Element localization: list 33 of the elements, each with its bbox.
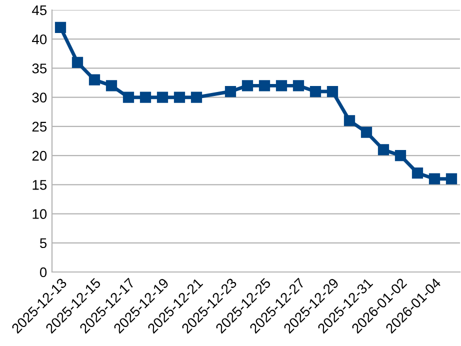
point bbox=[122, 92, 134, 103]
point bbox=[140, 92, 152, 103]
point bbox=[224, 86, 236, 98]
point bbox=[72, 56, 84, 68]
point bbox=[428, 173, 440, 184]
y-tick-label: 30 bbox=[32, 92, 47, 103]
point bbox=[88, 74, 100, 86]
y-tick-label: 20 bbox=[32, 150, 47, 161]
y-tick-label: 0 bbox=[40, 267, 47, 278]
point bbox=[106, 80, 118, 92]
point bbox=[276, 80, 288, 92]
y-tick-label: 15 bbox=[32, 180, 47, 190]
point bbox=[156, 92, 168, 103]
y-tick-label: 25 bbox=[32, 122, 47, 132]
point bbox=[174, 92, 186, 103]
point bbox=[360, 126, 372, 138]
y-tick-label: 45 bbox=[32, 5, 47, 16]
point bbox=[446, 173, 458, 184]
point bbox=[326, 86, 338, 98]
point bbox=[54, 22, 66, 34]
y-tick-label: 40 bbox=[32, 34, 47, 44]
point bbox=[242, 80, 254, 92]
point bbox=[394, 150, 406, 162]
point bbox=[344, 115, 356, 126]
y-tick-label: 10 bbox=[32, 209, 47, 219]
point bbox=[190, 92, 202, 103]
point bbox=[258, 80, 270, 92]
y-tick-label: 35 bbox=[32, 64, 47, 74]
point bbox=[412, 167, 424, 179]
point bbox=[378, 144, 390, 156]
point bbox=[310, 86, 322, 98]
y-tick-label: 5 bbox=[40, 238, 47, 248]
point bbox=[292, 80, 304, 92]
